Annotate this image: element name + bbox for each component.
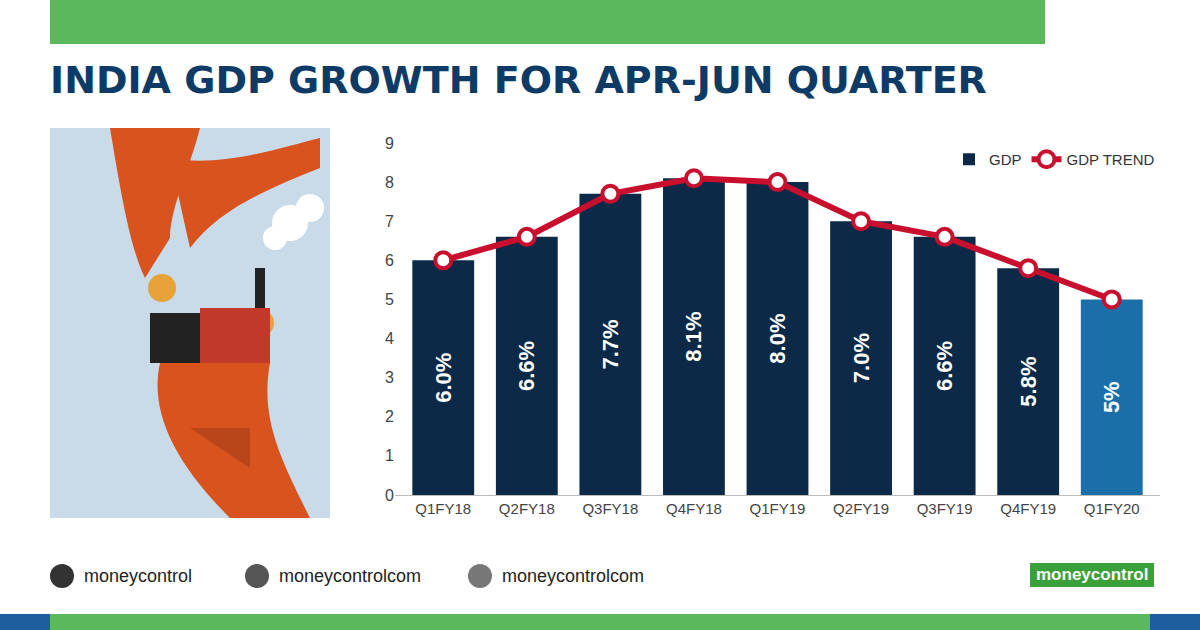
svg-text:0: 0 [385,487,394,504]
svg-text:Q3FY19: Q3FY19 [917,500,973,517]
svg-text:9: 9 [385,135,394,152]
svg-text:6.6%: 6.6% [932,341,957,391]
svg-text:Q2FY18: Q2FY18 [499,500,555,517]
svg-text:3: 3 [385,369,394,386]
html-text:moneycontrol: moneycontrol [84,566,193,586]
svg-text:6.0%: 6.0% [431,353,456,403]
html-text:moneycontrolcom: moneycontrolcom [279,566,422,586]
html-text:INDIA GDP GROWTH FOR APR-JUN Q: INDIA GDP GROWTH FOR APR-JUN QUARTER [50,58,987,102]
html-text:moneycontrolcom: moneycontrolcom [502,566,645,586]
svg-text:6: 6 [385,252,394,269]
svg-text:2: 2 [385,408,394,425]
svg-text:Q1FY18: Q1FY18 [415,500,471,517]
svg-text:5%: 5% [1099,381,1124,413]
svg-text:6.6%: 6.6% [514,341,539,391]
svg-text:GDP TREND: GDP TREND [1067,151,1155,168]
svg-text:5: 5 [385,291,394,308]
svg-text:4: 4 [385,330,394,347]
svg-text:Q1FY20: Q1FY20 [1084,500,1140,517]
svg-text:7: 7 [385,213,394,230]
svg-text:Q2FY19: Q2FY19 [833,500,889,517]
svg-text:5.8%: 5.8% [1016,357,1041,407]
svg-text:Q1FY19: Q1FY19 [750,500,806,517]
svg-text:Q3FY18: Q3FY18 [582,500,638,517]
svg-text:Q4FY18: Q4FY18 [666,500,722,517]
html-text:moneycontrol: moneycontrol [1036,565,1149,584]
svg-text:8.0%: 8.0% [765,313,790,363]
svg-text:1: 1 [385,447,394,464]
svg-text:7.7%: 7.7% [598,319,623,369]
svg-text:Q4FY19: Q4FY19 [1000,500,1056,517]
svg-text:7.0%: 7.0% [849,333,874,383]
svg-text:GDP: GDP [989,151,1022,168]
svg-text:8.1%: 8.1% [681,312,706,362]
svg-text:8: 8 [385,174,394,191]
